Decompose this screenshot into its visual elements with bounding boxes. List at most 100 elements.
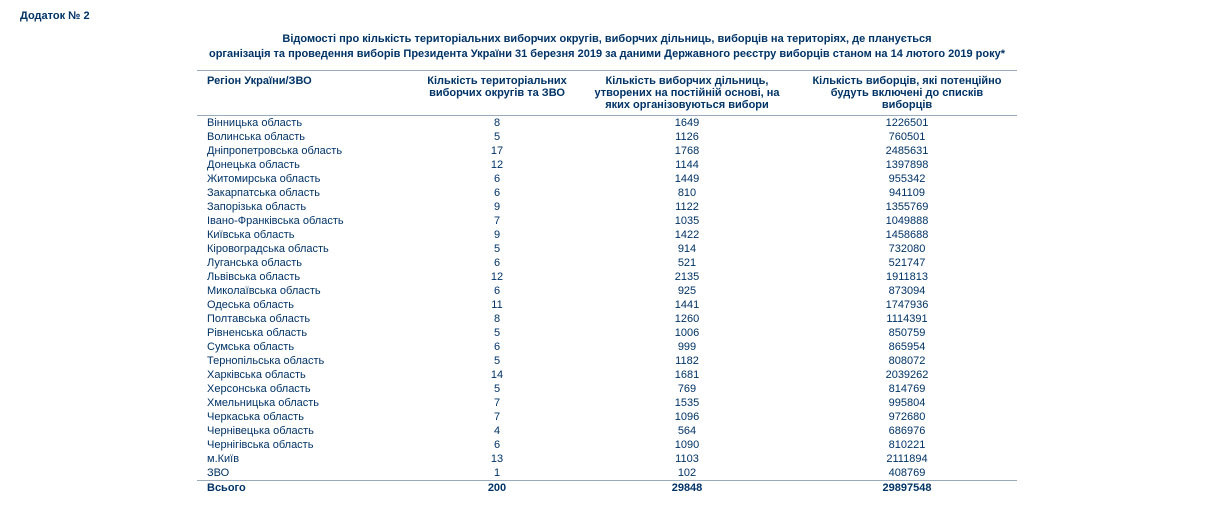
table-row: Дніпропетровська область1717682485631	[197, 144, 1017, 158]
cell-voters: 732080	[797, 242, 1017, 256]
cell-districts: 14	[417, 368, 577, 382]
cell-precincts: 1535	[577, 396, 797, 410]
table-row: Хмельницька область71535995804	[197, 396, 1017, 410]
cell-voters: 941109	[797, 186, 1017, 200]
table-row: Чернівецька область4564686976	[197, 424, 1017, 438]
cell-voters: 1747936	[797, 298, 1017, 312]
header-region: Регіон України/ЗВО	[197, 70, 417, 115]
cell-region: Харківська область	[197, 368, 417, 382]
cell-region: ЗВО	[197, 466, 417, 481]
cell-voters: 1458688	[797, 228, 1017, 242]
table-row: Київська область914221458688	[197, 228, 1017, 242]
cell-region: Волинська область	[197, 130, 417, 144]
cell-districts: 17	[417, 144, 577, 158]
cell-region: Одеська область	[197, 298, 417, 312]
cell-voters: 955342	[797, 172, 1017, 186]
cell-districts: 7	[417, 214, 577, 228]
header-voters: Кількість виборців, які потенційно будут…	[797, 70, 1017, 115]
table-row: Закарпатська область6810941109	[197, 186, 1017, 200]
cell-districts: 8	[417, 312, 577, 326]
table-row: Черкаська область71096972680	[197, 410, 1017, 424]
cell-region: Херсонська область	[197, 382, 417, 396]
cell-voters: 2485631	[797, 144, 1017, 158]
title-line-1: Відомості про кількість територіальних в…	[137, 32, 1077, 47]
cell-districts: 6	[417, 284, 577, 298]
table-row: Рівненська область51006850759	[197, 326, 1017, 340]
cell-region: Закарпатська область	[197, 186, 417, 200]
cell-precincts: 1260	[577, 312, 797, 326]
cell-precincts: 1649	[577, 115, 797, 130]
cell-districts: 12	[417, 270, 577, 284]
cell-districts: 8	[417, 115, 577, 130]
cell-precincts: 564	[577, 424, 797, 438]
cell-precincts: 2135	[577, 270, 797, 284]
cell-region: Запорізька область	[197, 200, 417, 214]
table-row: Луганська область6521521747	[197, 256, 1017, 270]
cell-region: Київська область	[197, 228, 417, 242]
cell-precincts: 1096	[577, 410, 797, 424]
table-row: м.Київ1311032111894	[197, 452, 1017, 466]
cell-precincts: 1182	[577, 354, 797, 368]
table-row: Житомирська область61449955342	[197, 172, 1017, 186]
table-row: Івано-Франківська область710351049888	[197, 214, 1017, 228]
table-row: ЗВО1102408769	[197, 466, 1017, 481]
cell-districts: 12	[417, 158, 577, 172]
cell-districts: 4	[417, 424, 577, 438]
cell-voters: 1397898	[797, 158, 1017, 172]
table-row: Львівська область1221351911813	[197, 270, 1017, 284]
header-districts: Кількість територіальних виборчих округі…	[417, 70, 577, 115]
cell-region: Луганська область	[197, 256, 417, 270]
cell-districts: 5	[417, 382, 577, 396]
cell-precincts: 1126	[577, 130, 797, 144]
cell-voters: 810221	[797, 438, 1017, 452]
table-total-row: Всього2002984829897548	[197, 480, 1017, 495]
table-header-row: Регіон України/ЗВО Кількість територіаль…	[197, 70, 1017, 115]
cell-region: Дніпропетровська область	[197, 144, 417, 158]
cell-districts: 11	[417, 298, 577, 312]
table-row: Чернігівська область61090810221	[197, 438, 1017, 452]
table-row: Харківська область1416812039262	[197, 368, 1017, 382]
table-row: Донецька область1211441397898	[197, 158, 1017, 172]
cell-voters: 1226501	[797, 115, 1017, 130]
cell-precincts: 1035	[577, 214, 797, 228]
cell-voters: 873094	[797, 284, 1017, 298]
cell-districts: 6	[417, 438, 577, 452]
cell-precincts: 1144	[577, 158, 797, 172]
cell-voters: 1114391	[797, 312, 1017, 326]
cell-voters: 1049888	[797, 214, 1017, 228]
cell-precincts: 521	[577, 256, 797, 270]
table-row: Кіровоградська область5914732080	[197, 242, 1017, 256]
cell-precincts: 1768	[577, 144, 797, 158]
cell-precincts: 1441	[577, 298, 797, 312]
cell-voters: 2039262	[797, 368, 1017, 382]
cell-precincts: 1681	[577, 368, 797, 382]
cell-voters: 814769	[797, 382, 1017, 396]
cell-districts: 5	[417, 130, 577, 144]
cell-region: Чернівецька область	[197, 424, 417, 438]
table-row: Запорізька область911221355769	[197, 200, 1017, 214]
appendix-label: Додаток № 2	[20, 10, 1194, 22]
election-data-table: Регіон України/ЗВО Кількість територіаль…	[197, 70, 1017, 495]
cell-precincts: 999	[577, 340, 797, 354]
cell-precincts: 1103	[577, 452, 797, 466]
total-districts: 200	[417, 480, 577, 495]
cell-districts: 7	[417, 410, 577, 424]
cell-precincts: 1449	[577, 172, 797, 186]
header-precincts: Кількість виборчих дільниць, утворених н…	[577, 70, 797, 115]
cell-districts: 9	[417, 200, 577, 214]
cell-precincts: 1122	[577, 200, 797, 214]
cell-region: Чернігівська область	[197, 438, 417, 452]
table-row: Тернопільська область51182808072	[197, 354, 1017, 368]
cell-region: м.Київ	[197, 452, 417, 466]
cell-region: Львівська область	[197, 270, 417, 284]
title-line-2: організація та проведення виборів Презид…	[137, 47, 1077, 62]
cell-districts: 6	[417, 256, 577, 270]
cell-districts: 9	[417, 228, 577, 242]
cell-voters: 686976	[797, 424, 1017, 438]
document-title: Відомості про кількість територіальних в…	[137, 32, 1077, 62]
cell-precincts: 1422	[577, 228, 797, 242]
cell-region: Рівненська область	[197, 326, 417, 340]
cell-region: Тернопільська область	[197, 354, 417, 368]
cell-voters: 972680	[797, 410, 1017, 424]
table-row: Вінницька область816491226501	[197, 115, 1017, 130]
